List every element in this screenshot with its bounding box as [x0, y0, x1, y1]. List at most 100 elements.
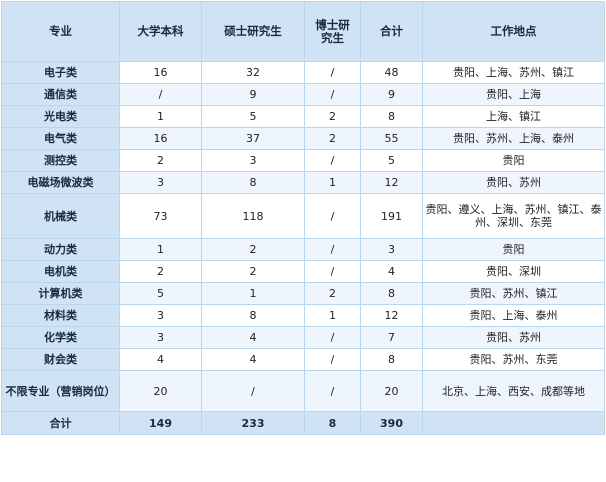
cell-total: 8	[360, 348, 423, 371]
cell-master: 8	[201, 304, 305, 327]
cell-master: 1	[201, 282, 305, 305]
cell-major: 光电类	[1, 105, 120, 128]
header-row: 专业 大学本科 硕士研究生 博士研究生 合计 工作地点	[1, 1, 605, 62]
cell-bachelor: 73	[119, 193, 202, 239]
totals-phd: 8	[304, 411, 361, 435]
cell-total: 8	[360, 105, 423, 128]
cell-phd: /	[304, 238, 361, 261]
table-row: 机械类 73 118/191 贵阳、遵义、上海、苏州、镇江、泰州、深圳、东莞	[1, 193, 605, 239]
cell-phd: /	[304, 326, 361, 349]
cell-location: 贵阳、苏州	[422, 171, 605, 194]
table-row: 测控类 2 3/5 贵阳	[1, 149, 605, 172]
cell-major: 动力类	[1, 238, 120, 261]
table-row: 材料类 3 8 1 12 贵阳、上海、泰州	[1, 304, 605, 327]
cell-location: 贵阳	[422, 149, 605, 172]
table-row: 电磁场微波类 3 8 1 12 贵阳、苏州	[1, 171, 605, 194]
cell-bachelor: 4	[119, 348, 202, 371]
cell-master: 118	[201, 193, 305, 239]
cell-location: 贵阳、遵义、上海、苏州、镇江、泰州、深圳、东莞	[422, 193, 605, 239]
cell-total: 20	[360, 370, 423, 412]
totals-row: 合计 149 233 8 390	[1, 411, 605, 435]
cell-major: 电气类	[1, 127, 120, 150]
cell-master: 5	[201, 105, 305, 128]
cell-major: 材料类	[1, 304, 120, 327]
header-major: 专业	[1, 1, 120, 62]
cell-major: 电机类	[1, 260, 120, 283]
cell-location: 贵阳、苏州、东莞	[422, 348, 605, 371]
header-total: 合计	[360, 1, 423, 62]
totals-location	[422, 411, 605, 435]
cell-bachelor: 2	[119, 260, 202, 283]
cell-bachelor: 5	[119, 282, 202, 305]
cell-major: 电磁场微波类	[1, 171, 120, 194]
cell-major: 计算机类	[1, 282, 120, 305]
cell-master: 4	[201, 326, 305, 349]
cell-major: 化学类	[1, 326, 120, 349]
cell-major: 测控类	[1, 149, 120, 172]
table-row: 不限专业（营销岗位） 20//20 北京、上海、西安、成都等地	[1, 370, 605, 412]
cell-master: 9	[201, 83, 305, 106]
recruitment-table: 专业 大学本科 硕士研究生 博士研究生 合计 工作地点 电子类 16 32/48 贵阳…	[1, 1, 605, 435]
table-row: 化学类 3 4/7 贵阳、苏州	[1, 326, 605, 349]
cell-location: 北京、上海、西安、成都等地	[422, 370, 605, 412]
header-phd: 博士研究生	[304, 1, 361, 62]
cell-bachelor: 1	[119, 238, 202, 261]
totals-master: 233	[201, 411, 305, 435]
cell-master: 32	[201, 61, 305, 84]
cell-location: 贵阳、上海、苏州、镇江	[422, 61, 605, 84]
cell-bachelor: 3	[119, 171, 202, 194]
cell-major: 机械类	[1, 193, 120, 239]
cell-location: 贵阳、苏州、上海、泰州	[422, 127, 605, 150]
cell-total: 3	[360, 238, 423, 261]
table-row: 电子类 16 32/48 贵阳、上海、苏州、镇江	[1, 61, 605, 84]
cell-phd: /	[304, 348, 361, 371]
cell-bachelor: 20	[119, 370, 202, 412]
cell-location: 贵阳	[422, 238, 605, 261]
cell-master: 8	[201, 171, 305, 194]
cell-phd: 2	[304, 282, 361, 305]
cell-bachelor: 3	[119, 304, 202, 327]
cell-major: 通信类	[1, 83, 120, 106]
totals-bachelor: 149	[119, 411, 202, 435]
cell-bachelor: 3	[119, 326, 202, 349]
cell-location: 贵阳、上海	[422, 83, 605, 106]
table-row: 财会类 4 4/8 贵阳、苏州、东莞	[1, 348, 605, 371]
cell-phd: 1	[304, 304, 361, 327]
cell-bachelor: 16	[119, 61, 202, 84]
cell-master: /	[201, 370, 305, 412]
cell-location: 贵阳、深圳	[422, 260, 605, 283]
cell-master: 4	[201, 348, 305, 371]
cell-phd: /	[304, 193, 361, 239]
cell-total: 55	[360, 127, 423, 150]
cell-location: 上海、镇江	[422, 105, 605, 128]
table-row: 通信类/9/9 贵阳、上海	[1, 83, 605, 106]
cell-total: 48	[360, 61, 423, 84]
cell-phd: /	[304, 61, 361, 84]
cell-total: 12	[360, 171, 423, 194]
cell-total: 12	[360, 304, 423, 327]
cell-master: 2	[201, 260, 305, 283]
cell-master: 3	[201, 149, 305, 172]
cell-phd: 2	[304, 127, 361, 150]
cell-major: 财会类	[1, 348, 120, 371]
cell-bachelor: 16	[119, 127, 202, 150]
table-row: 电机类 2 2/4 贵阳、深圳	[1, 260, 605, 283]
cell-bachelor: 1	[119, 105, 202, 128]
cell-location: 贵阳、苏州、镇江	[422, 282, 605, 305]
table-row: 计算机类 5 1 2 8 贵阳、苏州、镇江	[1, 282, 605, 305]
header-bachelor: 大学本科	[119, 1, 202, 62]
cell-phd: 1	[304, 171, 361, 194]
cell-phd: /	[304, 260, 361, 283]
cell-phd: /	[304, 370, 361, 412]
totals-label: 合计	[1, 411, 120, 435]
cell-master: 2	[201, 238, 305, 261]
totals-total: 390	[360, 411, 423, 435]
table-row: 动力类 1 2/3 贵阳	[1, 238, 605, 261]
table-row: 光电类 1 5 2 8 上海、镇江	[1, 105, 605, 128]
cell-phd: 2	[304, 105, 361, 128]
cell-total: 4	[360, 260, 423, 283]
cell-major: 不限专业（营销岗位）	[1, 370, 120, 412]
cell-total: 7	[360, 326, 423, 349]
cell-phd: /	[304, 83, 361, 106]
header-location: 工作地点	[422, 1, 605, 62]
